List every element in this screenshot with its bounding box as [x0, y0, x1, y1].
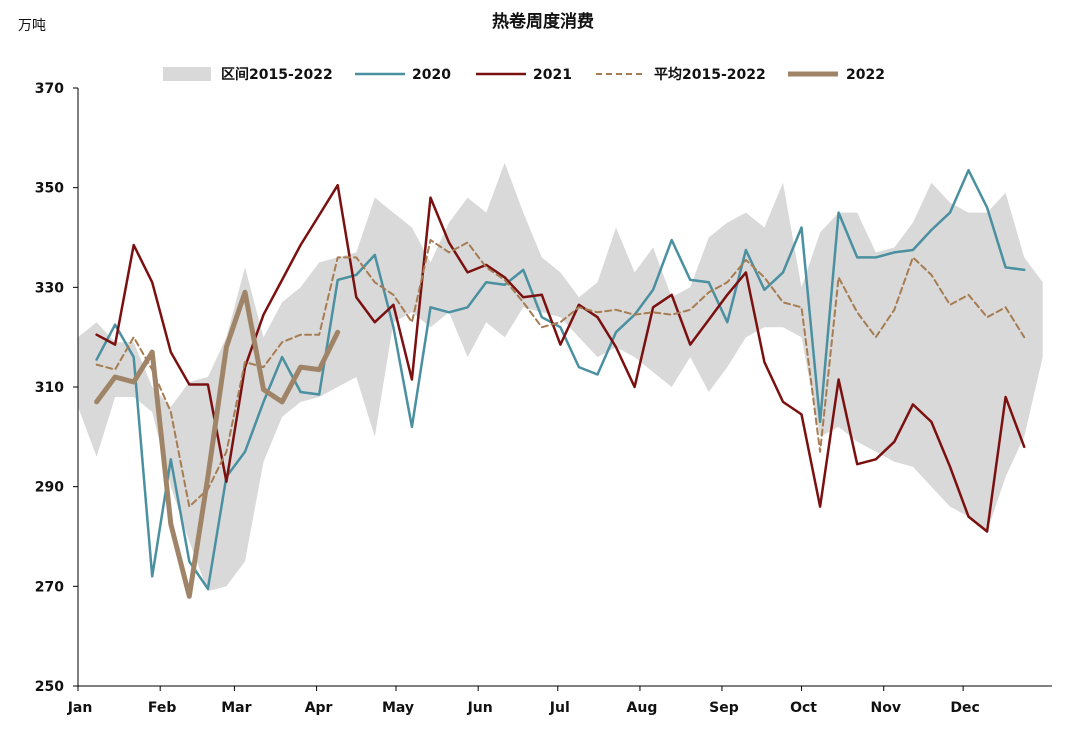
legend-label-2020: 2020: [412, 67, 451, 83]
x-tick-label: Apr: [305, 700, 333, 716]
unit-label: 万吨: [18, 18, 46, 34]
x-tick-label: Oct: [790, 700, 817, 716]
legend-label-2022: 2022: [846, 67, 885, 83]
series-line-s2022: [94, 289, 341, 599]
x-tick-label: Mar: [221, 700, 251, 716]
x-tick-label: Nov: [870, 700, 900, 716]
x-tick-label: Jun: [467, 700, 493, 716]
y-tick-label: 370: [35, 81, 64, 97]
x-tick-label: Dec: [950, 700, 979, 716]
legend-label-2021: 2021: [533, 67, 572, 83]
band-area: [78, 162, 1043, 592]
x-tick-label: May: [382, 700, 414, 716]
series-line-s2021: [95, 183, 1026, 533]
y-tick-label: 310: [35, 380, 64, 396]
x-tick-label: Feb: [148, 700, 177, 716]
x-tick-label: Jul: [549, 700, 570, 716]
chart-title: 热卷周度消费: [492, 11, 594, 32]
y-tick-label: 330: [35, 280, 64, 296]
y-tick-label: 350: [35, 181, 64, 197]
legend-swatch-band: [163, 67, 211, 81]
y-tick-label: 270: [35, 579, 64, 595]
legend: 区间2015-2022 2020 2021 平均2015-2022 2022: [163, 66, 885, 83]
x-tick-label: Aug: [627, 700, 658, 716]
legend-label-avg: 平均2015-2022: [654, 66, 766, 83]
x-tick-label: Sep: [709, 700, 739, 716]
series-line-s2020: [95, 168, 1026, 591]
x-tick-label: Jan: [67, 700, 93, 716]
y-tick-label: 290: [35, 480, 64, 496]
series-line-avg: [95, 239, 1026, 508]
plot-area: 250 270 290 310 330 350 370 Jan Feb Mar Apr May Jun J…: [35, 81, 1052, 716]
legend-label-band: 区间2015-2022: [221, 66, 333, 83]
y-tick-label: 250: [35, 679, 64, 695]
